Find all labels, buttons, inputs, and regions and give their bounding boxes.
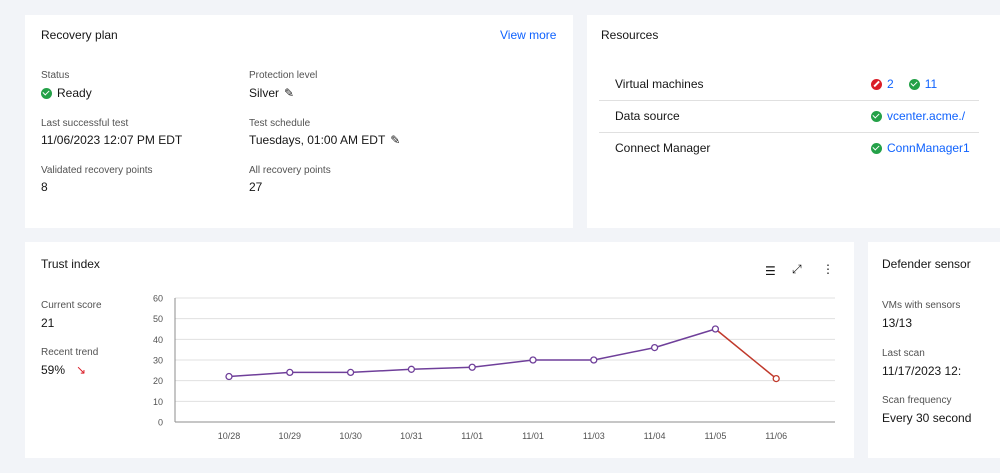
trend-line-segment xyxy=(714,328,777,380)
last-scan-value: 11/17/2023 12: xyxy=(882,364,962,378)
maximize-icon[interactable]: ⤢ xyxy=(792,262,802,276)
protection-level-label: Protection level xyxy=(249,70,318,81)
resources-title: Resources xyxy=(601,28,659,42)
data-point[interactable] xyxy=(650,343,659,352)
trust-index-chart: 0 10 20 30 40 50 60 10/28 10/29 10/30 10/31 11/01 1… xyxy=(153,294,835,441)
trend-line-segment xyxy=(350,368,412,374)
x-tick-label: 11/04 xyxy=(644,431,666,441)
trend-line-segment xyxy=(654,328,716,349)
all-points-value: 27 xyxy=(249,180,263,194)
status-label: Status xyxy=(41,70,70,81)
test-schedule-text: Tuesdays, 01:00 AM EDT xyxy=(249,133,386,147)
resource-name: Data source xyxy=(615,109,680,123)
y-tick-label: 20 xyxy=(153,376,163,386)
resource-name: Connect Manager xyxy=(615,141,711,155)
y-tick-label: 40 xyxy=(153,335,163,345)
data-point[interactable] xyxy=(468,363,476,371)
x-tick-label: 10/31 xyxy=(400,431,423,441)
x-tick-label: 11/06 xyxy=(765,431,787,441)
validated-points-value: 8 xyxy=(41,180,48,194)
current-score-value: 21 xyxy=(41,316,55,330)
recent-trend-value: 59% ↘ xyxy=(41,363,86,377)
success-icon xyxy=(871,142,882,154)
connect-manager-link[interactable]: ConnManager1 xyxy=(887,141,970,155)
connect-manager-value: ConnManager1 xyxy=(871,141,970,155)
data-point[interactable] xyxy=(407,365,416,373)
resource-row-data-source[interactable]: Data source vcenter.acme./ xyxy=(599,100,979,133)
scan-frequency-value: Every 30 second xyxy=(882,411,972,425)
vms-with-sensors-label: VMs with sensors xyxy=(882,300,961,311)
x-tick-label: 11/01 xyxy=(461,431,483,441)
validated-points-label: Validated recovery points xyxy=(41,165,153,176)
x-tick-label: 10/30 xyxy=(339,431,362,441)
data-point[interactable] xyxy=(225,372,233,381)
trust-index-card: Trust index ☰ ⤢ ⋮ Current score 21 Recen… xyxy=(25,242,854,458)
data-source-value: vcenter.acme./ xyxy=(871,109,965,123)
test-schedule-label: Test schedule xyxy=(249,118,311,129)
recovery-plan-card: Recovery plan View more Status Ready Pro… xyxy=(25,15,573,228)
x-tick-label: 11/01 xyxy=(522,431,544,441)
last-test-value: 11/06/2023 12:07 PM EDT xyxy=(41,133,183,147)
protection-level-text: Silver xyxy=(249,86,280,100)
recovery-plan-title: Recovery plan xyxy=(41,28,118,42)
last-test-label: Last successful test xyxy=(41,118,129,129)
table-view-icon[interactable]: ☰ xyxy=(765,264,776,278)
data-point[interactable] xyxy=(346,368,355,377)
success-icon xyxy=(871,110,882,122)
data-source-link[interactable]: vcenter.acme./ xyxy=(887,109,966,123)
status-value: Ready xyxy=(41,86,92,100)
vm-ok-count[interactable]: 11 xyxy=(924,77,938,91)
x-tick-label: 11/03 xyxy=(583,431,605,441)
y-tick-label: 30 xyxy=(153,356,163,366)
scan-frequency-label: Scan frequency xyxy=(882,395,952,406)
edit-schedule-icon[interactable]: ✎ xyxy=(390,133,401,147)
vm-counts: 2 11 xyxy=(871,77,937,91)
trend-line-segment xyxy=(228,371,290,378)
recent-trend-text: 59% xyxy=(41,363,66,377)
trend-line-segment xyxy=(472,359,534,368)
x-tick-label: 10/29 xyxy=(279,431,302,441)
overflow-menu-icon[interactable]: ⋮ xyxy=(822,262,834,276)
x-tick-label: 11/05 xyxy=(704,431,726,441)
data-point[interactable] xyxy=(529,356,537,364)
recent-trend-label: Recent trend xyxy=(41,347,99,358)
success-icon xyxy=(41,87,52,99)
data-point[interactable] xyxy=(772,374,780,383)
y-tick-label: 60 xyxy=(153,294,163,304)
y-tick-label: 50 xyxy=(153,314,163,324)
resources-card: Resources Virtual machines 2 11 Data sou… xyxy=(587,15,1000,228)
resource-name: Virtual machines xyxy=(615,77,704,91)
resource-row-vms[interactable]: Virtual machines 2 11 xyxy=(599,68,979,101)
last-scan-label: Last scan xyxy=(882,348,925,359)
trend-down-icon: ↘ xyxy=(76,363,87,377)
status-text: Ready xyxy=(57,86,92,100)
resource-row-connect-manager[interactable]: Connect Manager ConnManager1 xyxy=(599,132,979,164)
view-more-link[interactable]: View more xyxy=(500,28,557,42)
test-schedule-value: Tuesdays, 01:00 AM EDT ✎ xyxy=(249,133,400,147)
data-point[interactable] xyxy=(590,356,598,364)
edit-protection-icon[interactable]: ✎ xyxy=(284,86,295,100)
defender-sensor-card: Defender sensor VMs with sensors 13/13 L… xyxy=(868,242,1000,458)
current-score-label: Current score xyxy=(41,300,102,311)
y-tick-label: 0 xyxy=(158,418,163,428)
defender-title: Defender sensor xyxy=(882,257,971,271)
vm-error-count[interactable]: 2 xyxy=(887,77,894,91)
vms-with-sensors-value: 13/13 xyxy=(882,316,913,330)
trend-line-segment xyxy=(593,346,655,361)
all-points-label: All recovery points xyxy=(249,165,331,176)
data-point[interactable] xyxy=(286,368,294,377)
protection-level-value: Silver ✎ xyxy=(249,86,294,100)
y-tick-label: 10 xyxy=(153,397,163,407)
trend-line-segment xyxy=(411,366,473,371)
error-icon xyxy=(871,78,882,90)
success-icon xyxy=(908,78,920,90)
data-point[interactable] xyxy=(711,325,720,333)
trust-index-title: Trust index xyxy=(41,257,100,271)
x-tick-label: 10/28 xyxy=(218,431,241,441)
